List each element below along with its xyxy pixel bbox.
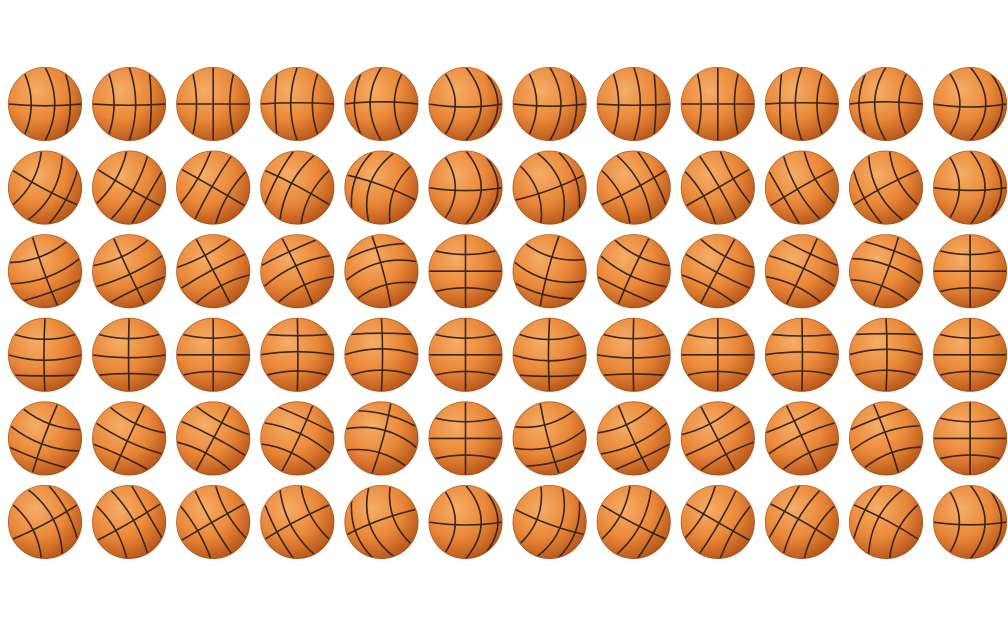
basketball xyxy=(849,401,923,476)
basketball xyxy=(91,234,167,309)
basketball xyxy=(849,317,923,392)
basketball xyxy=(512,150,587,225)
basketball xyxy=(680,317,755,392)
balls-layer xyxy=(8,67,1008,560)
basketball xyxy=(8,484,82,560)
basketball xyxy=(596,317,671,392)
basketball xyxy=(260,317,335,392)
basketball xyxy=(176,317,251,392)
basketball xyxy=(764,484,839,560)
basketball xyxy=(344,485,419,559)
basketball xyxy=(933,485,1008,559)
basketball xyxy=(764,234,840,309)
basketball xyxy=(260,234,335,309)
basketball xyxy=(764,401,840,476)
basketball xyxy=(596,484,671,560)
basketball xyxy=(596,67,671,141)
basketball xyxy=(512,401,587,476)
basketball xyxy=(849,484,923,560)
basketball xyxy=(8,150,82,226)
basketball xyxy=(680,484,755,560)
basketball xyxy=(175,401,251,476)
basketball xyxy=(596,234,671,309)
basketball xyxy=(680,401,756,476)
basketball xyxy=(260,484,335,560)
basketball xyxy=(680,67,755,141)
basketball xyxy=(933,401,1008,476)
basketball xyxy=(849,150,923,226)
basketball xyxy=(764,150,839,226)
basketball xyxy=(92,317,167,392)
basketball xyxy=(176,150,251,226)
basketball xyxy=(8,234,82,309)
basketball xyxy=(933,67,1008,141)
basketball xyxy=(260,67,335,141)
basketball xyxy=(428,485,503,559)
basketball xyxy=(428,67,503,141)
basketball xyxy=(849,67,923,141)
basketball xyxy=(680,150,755,226)
basketball xyxy=(596,150,671,226)
basketball xyxy=(428,317,503,392)
basketball xyxy=(8,67,82,141)
basketball xyxy=(933,150,1008,225)
basketball xyxy=(933,234,1008,309)
basketball xyxy=(344,234,419,309)
basketball xyxy=(428,150,503,225)
basketball xyxy=(512,317,587,392)
basketball xyxy=(344,317,419,392)
basketball xyxy=(176,484,251,560)
basketball xyxy=(344,67,419,141)
basketball xyxy=(512,67,587,141)
basketball xyxy=(680,234,756,309)
basketball xyxy=(91,401,167,476)
basketball xyxy=(512,485,587,559)
basketball xyxy=(175,234,251,309)
basketball xyxy=(344,401,419,476)
basketball xyxy=(764,317,839,392)
basketball xyxy=(92,484,167,560)
basketball xyxy=(764,67,839,141)
basketball xyxy=(260,401,335,476)
basketball xyxy=(849,234,923,309)
basketball xyxy=(933,317,1008,392)
basketball xyxy=(344,150,419,225)
basketball xyxy=(428,401,503,476)
basketball xyxy=(8,401,82,476)
basketball xyxy=(92,150,167,226)
basketball xyxy=(512,234,587,309)
basketball xyxy=(596,401,671,476)
basketball xyxy=(176,67,251,141)
basketball xyxy=(428,234,503,309)
basketball xyxy=(8,317,82,392)
basketball xyxy=(92,67,167,141)
basketball xyxy=(260,150,335,226)
